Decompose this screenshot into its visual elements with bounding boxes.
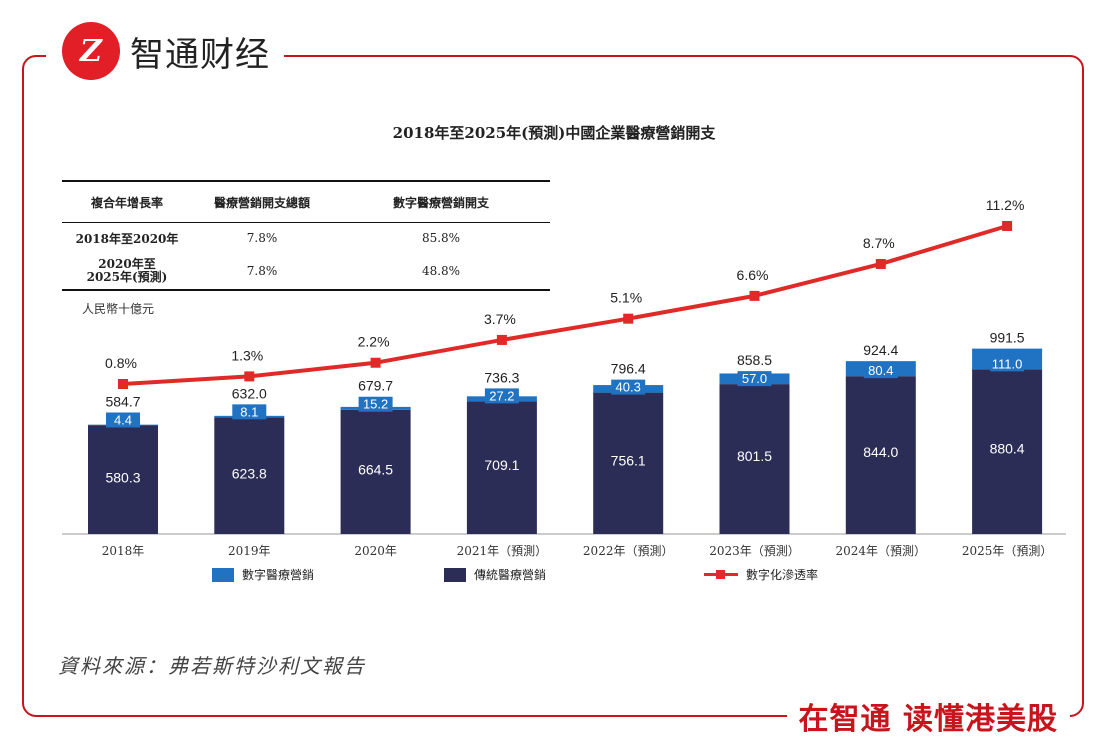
label-digital: 8.1 (240, 404, 258, 419)
label-traditional: 801.5 (737, 448, 772, 464)
bar-traditional (719, 384, 790, 534)
label-traditional: 880.4 (990, 440, 1025, 456)
label-digital-bg (737, 371, 772, 387)
rate-label: 1.3% (231, 347, 263, 363)
label-total: 924.4 (863, 342, 898, 358)
cagr-table: 複合年增長率 醫療營銷開支總額 數字醫療營銷開支 2018年至2020年 7.8… (62, 180, 550, 291)
rate-marker (1002, 221, 1013, 231)
rate-label: 11.2% (986, 197, 1025, 213)
y-unit-label: 人民幣十億元 (82, 302, 155, 316)
rate-marker (749, 290, 760, 301)
cagr-digital: 85.8% (421, 231, 461, 245)
cagr-total: 7.8% (246, 263, 278, 278)
cagr-row: 2020年至 2025年(預測) 7.8% 48.8% (62, 253, 550, 289)
brand-logo: Z 智通财经 (46, 14, 284, 88)
rate-marker (244, 371, 255, 382)
label-digital-bg (106, 412, 140, 428)
legend-line-rate (704, 570, 738, 579)
cagr-total: 7.8% (246, 231, 278, 245)
rate-line (122, 224, 1008, 386)
cagr-header: 醫療營銷開支總額 (213, 195, 310, 210)
source-note: 資料來源：弗若斯特沙利文報告 (58, 654, 366, 678)
label-digital: 15.2 (363, 397, 388, 412)
rate-label: 2.2% (358, 334, 390, 350)
legend-item-digital: 數字醫療營銷 (212, 566, 314, 583)
x-tick-label: 2020年 (354, 544, 397, 558)
bar-traditional (214, 417, 285, 534)
legend-swatch-traditional (444, 567, 466, 582)
label-traditional: 623.8 (232, 465, 267, 481)
label-traditional: 756.1 (611, 452, 646, 468)
bar-traditional (466, 401, 537, 534)
cagr-digital: 48.8% (421, 263, 461, 278)
x-tick-label: 2022年（預測） (583, 544, 674, 558)
legend-swatch-digital (212, 567, 234, 582)
rate-label: 8.7% (863, 235, 895, 251)
brand-name: 智通财经 (130, 34, 270, 75)
label-total: 736.3 (484, 369, 519, 385)
label-digital: 111.0 (992, 356, 1023, 371)
x-tick-label: 2025年（預測） (962, 544, 1053, 558)
label-total: 632.0 (232, 385, 267, 401)
cagr-period: 2018年至2020年 (75, 231, 179, 246)
cagr-header: 複合年增長率 (90, 195, 163, 210)
rate-marker (496, 334, 507, 345)
chart-frame (22, 55, 1084, 717)
label-digital-bg (990, 356, 1025, 372)
rate-label: 0.8% (105, 355, 137, 371)
x-tick-label: 2021年（預測） (457, 544, 548, 558)
cagr-header: 數字醫療營銷開支 (392, 195, 489, 210)
bar-traditional (972, 369, 1043, 534)
label-traditional: 709.1 (484, 457, 519, 473)
label-digital: 4.4 (114, 412, 132, 427)
label-total: 679.7 (358, 378, 393, 394)
label-total: 858.5 (737, 352, 772, 368)
label-digital: 80.4 (868, 363, 893, 378)
label-total: 991.5 (990, 330, 1025, 346)
label-digital: 57.0 (742, 371, 767, 386)
rate-label: 3.7% (484, 311, 516, 327)
slogan: 在智通 读懂港美股 (786, 694, 1070, 738)
rate-marker (623, 313, 634, 324)
slogan-text: 在智通 读懂港美股 (798, 702, 1058, 737)
bar-traditional (88, 425, 158, 534)
rate-marker (875, 258, 886, 269)
x-tick-label: 2018年 (102, 544, 145, 558)
cagr-period: 2020年至 2025年(預測) (86, 257, 168, 284)
bar-traditional (593, 392, 664, 534)
rate-label: 6.6% (737, 267, 769, 283)
x-tick-label: 2023年（預測） (709, 544, 800, 558)
label-digital: 27.2 (489, 388, 514, 403)
label-total: 584.7 (105, 393, 140, 409)
bar-traditional (845, 376, 916, 534)
bar-traditional (340, 409, 411, 534)
chart-title: 2018年至2025年(預測)中國企業醫療營銷開支 (392, 124, 716, 142)
label-total: 796.4 (611, 361, 646, 377)
label-traditional: 580.3 (105, 470, 140, 486)
label-digital-bg (863, 363, 898, 379)
rate-marker (118, 379, 128, 389)
rate-label: 5.1% (610, 290, 642, 306)
label-digital-bg (611, 379, 646, 395)
label-digital-bg (484, 388, 519, 404)
label-traditional: 664.5 (358, 461, 393, 477)
label-digital-bg (358, 396, 393, 412)
legend-item-rate: 數字化滲透率 (704, 566, 818, 583)
brand-logo-icon: Z (62, 22, 120, 80)
x-tick-label: 2024年（預測） (836, 544, 927, 558)
rate-marker (370, 357, 381, 368)
cagr-header-row: 複合年增長率 醫療營銷開支總額 數字醫療營銷開支 (62, 182, 550, 222)
legend-item-traditional: 傳統醫療營銷 (444, 566, 546, 583)
label-digital-bg (232, 404, 267, 420)
label-traditional: 844.0 (863, 444, 898, 460)
cagr-row: 2018年至2020年 7.8% 85.8% (62, 223, 550, 253)
label-digital: 40.3 (616, 380, 641, 395)
chart-legend: 數字醫療營銷 傳統醫療營銷 數字化滲透率 (0, 566, 1108, 588)
x-tick-label: 2019年 (228, 544, 271, 558)
